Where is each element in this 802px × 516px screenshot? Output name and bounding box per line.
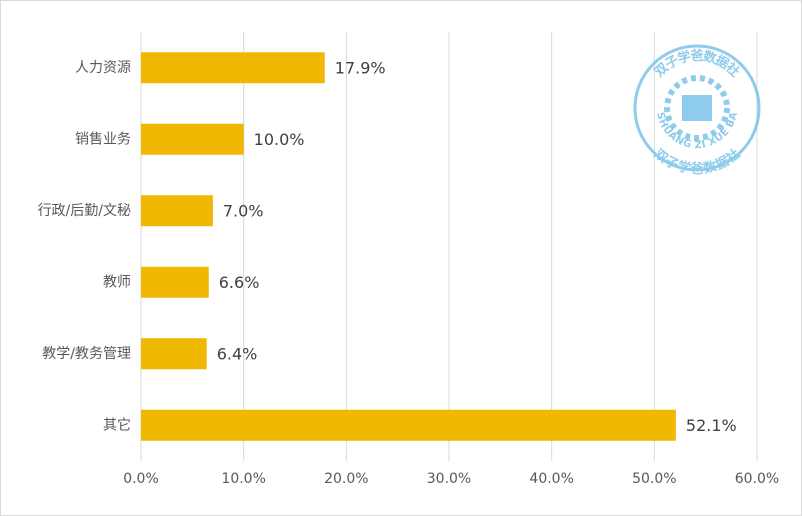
value-label: 7.0% xyxy=(223,201,264,220)
x-tick-label: 0.0% xyxy=(123,471,159,487)
x-tick-label: 10.0% xyxy=(221,471,265,487)
watermark-book xyxy=(682,95,712,121)
y-tick-label: 其它 xyxy=(103,416,131,433)
bar xyxy=(141,123,244,155)
y-tick-label: 教师 xyxy=(103,274,131,290)
value-label: 10.0% xyxy=(254,130,305,149)
x-tick-label: 50.0% xyxy=(632,471,676,487)
bar xyxy=(141,195,213,227)
y-tick-label: 人力资源 xyxy=(75,60,131,76)
bar xyxy=(141,338,207,370)
x-tick-label: 60.0% xyxy=(735,471,779,487)
watermark-ring xyxy=(633,44,761,172)
y-tick-label: 行政/后勤/文秘 xyxy=(38,203,131,219)
value-label: 52.1% xyxy=(686,416,737,435)
x-tick-label: 20.0% xyxy=(324,471,368,487)
bar xyxy=(141,409,676,441)
value-label: 17.9% xyxy=(335,58,386,77)
value-label: 6.6% xyxy=(219,273,260,292)
bar xyxy=(141,52,325,84)
value-label: 6.4% xyxy=(217,344,258,363)
watermark-gear xyxy=(664,75,730,141)
x-tick-label: 30.0% xyxy=(427,471,471,487)
bar xyxy=(141,266,209,298)
y-tick-label: 销售业务 xyxy=(75,131,131,147)
x-tick-label: 40.0% xyxy=(529,471,573,487)
y-tick-label: 教学/教务管理 xyxy=(42,346,131,362)
